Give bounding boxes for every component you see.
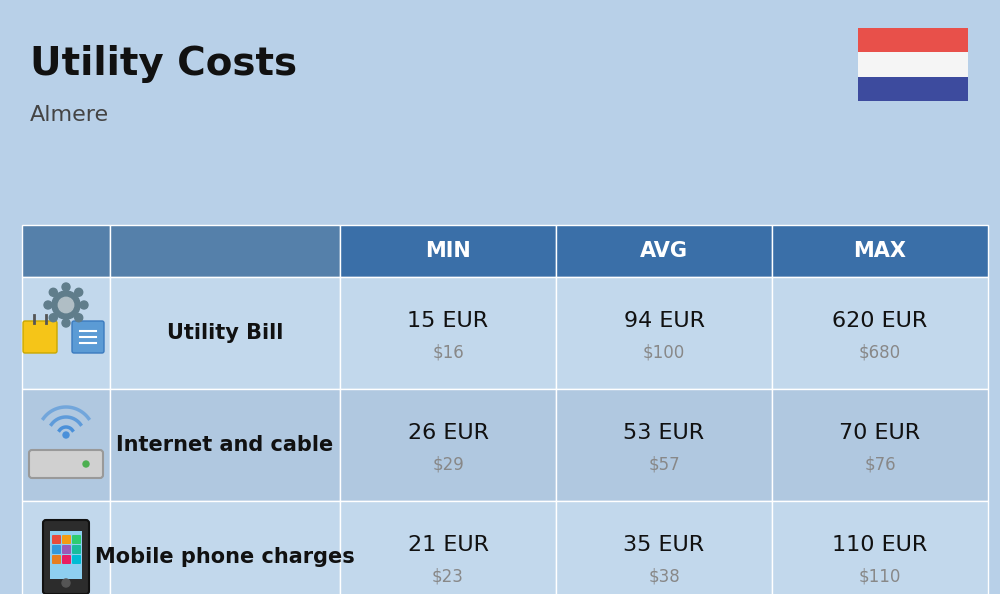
Text: Mobile phone charges: Mobile phone charges — [95, 547, 355, 567]
Bar — [110, 501, 340, 594]
Text: $29: $29 — [432, 456, 464, 474]
Text: Utility Costs: Utility Costs — [30, 45, 297, 83]
FancyBboxPatch shape — [62, 555, 71, 564]
Circle shape — [44, 301, 52, 309]
Text: 21 EUR: 21 EUR — [408, 535, 488, 555]
Bar — [110, 225, 340, 277]
Circle shape — [62, 579, 70, 587]
Bar — [110, 277, 340, 389]
Circle shape — [75, 314, 83, 322]
FancyBboxPatch shape — [52, 555, 61, 564]
Bar — [556, 389, 772, 501]
Bar — [858, 52, 968, 77]
Bar — [50, 531, 82, 579]
Text: 15 EUR: 15 EUR — [407, 311, 489, 331]
Text: 94 EUR: 94 EUR — [624, 311, 704, 331]
FancyBboxPatch shape — [23, 321, 57, 353]
Bar — [772, 501, 988, 594]
Text: 620 EUR: 620 EUR — [832, 311, 928, 331]
Text: $38: $38 — [648, 568, 680, 586]
Circle shape — [62, 319, 70, 327]
Circle shape — [58, 298, 74, 312]
Bar — [556, 501, 772, 594]
Text: MIN: MIN — [425, 241, 471, 261]
FancyBboxPatch shape — [72, 545, 81, 554]
FancyBboxPatch shape — [62, 535, 71, 544]
Text: $100: $100 — [643, 344, 685, 362]
Circle shape — [49, 288, 57, 296]
Bar — [22, 501, 110, 594]
Text: MAX: MAX — [854, 241, 906, 261]
Bar — [772, 389, 988, 501]
Bar — [340, 501, 556, 594]
FancyBboxPatch shape — [43, 520, 89, 594]
Text: $110: $110 — [859, 568, 901, 586]
FancyBboxPatch shape — [29, 450, 103, 478]
FancyBboxPatch shape — [52, 545, 61, 554]
Text: 53 EUR: 53 EUR — [623, 423, 705, 443]
Circle shape — [49, 314, 57, 322]
Bar — [22, 225, 110, 277]
Text: 26 EUR: 26 EUR — [408, 423, 488, 443]
Bar — [858, 28, 968, 52]
Text: $23: $23 — [432, 568, 464, 586]
Circle shape — [63, 432, 69, 438]
Bar — [556, 225, 772, 277]
FancyBboxPatch shape — [72, 321, 104, 353]
Circle shape — [80, 301, 88, 309]
Bar — [556, 277, 772, 389]
Circle shape — [62, 283, 70, 291]
FancyBboxPatch shape — [72, 535, 81, 544]
Circle shape — [52, 291, 80, 319]
Text: AVG: AVG — [640, 241, 688, 261]
Text: $16: $16 — [432, 344, 464, 362]
Bar — [858, 77, 968, 101]
Text: 70 EUR: 70 EUR — [839, 423, 921, 443]
Text: Almere: Almere — [30, 105, 109, 125]
Text: Internet and cable: Internet and cable — [116, 435, 334, 455]
Bar — [340, 389, 556, 501]
Bar — [772, 277, 988, 389]
Bar — [22, 389, 110, 501]
Circle shape — [83, 461, 89, 467]
Text: 35 EUR: 35 EUR — [623, 535, 705, 555]
FancyBboxPatch shape — [72, 555, 81, 564]
Bar — [110, 389, 340, 501]
Text: $680: $680 — [859, 344, 901, 362]
Circle shape — [75, 288, 83, 296]
Bar — [772, 225, 988, 277]
FancyBboxPatch shape — [62, 545, 71, 554]
Bar — [340, 225, 556, 277]
Bar — [22, 277, 110, 389]
Text: $76: $76 — [864, 456, 896, 474]
Text: $57: $57 — [648, 456, 680, 474]
FancyBboxPatch shape — [52, 535, 61, 544]
Bar — [340, 277, 556, 389]
Text: 110 EUR: 110 EUR — [832, 535, 928, 555]
Text: Utility Bill: Utility Bill — [167, 323, 283, 343]
